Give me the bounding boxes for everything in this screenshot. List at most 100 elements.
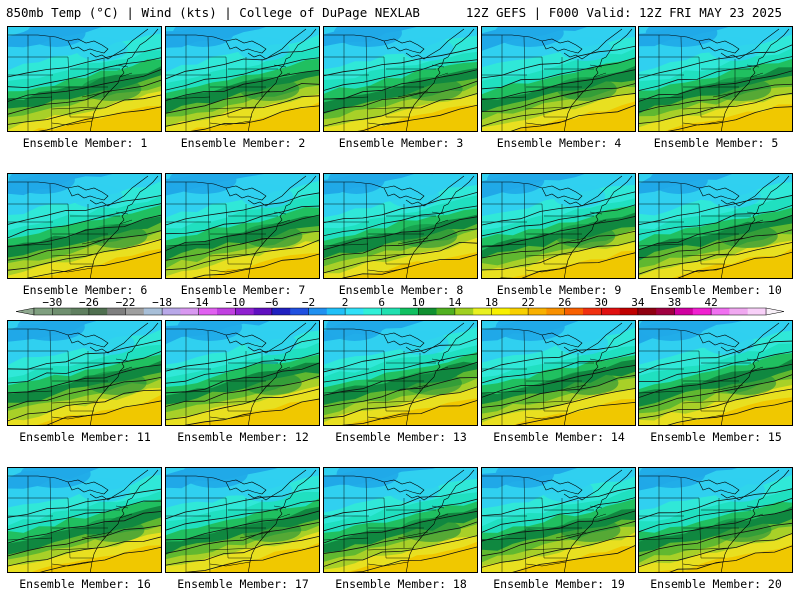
temperature-map [166,174,319,278]
temperature-map [482,174,635,278]
colorbar-tick-label: −30 [42,296,62,309]
ensemble-member-label: Ensemble Member: 2 [180,136,306,150]
ensemble-map-panel [7,173,162,279]
temperature-map [639,321,792,425]
colorbar-tick-label: 34 [631,296,645,309]
colorbar-swatch [491,308,511,315]
ensemble-member-label: Ensemble Member: 11 [19,430,151,444]
temperature-colorbar: −30 −26 −22 −18 −14 −10 −6 −2 2 6 10 14 18 22 26 30 34 38… [15,296,785,316]
colorbar-tick-label: −18 [152,296,172,309]
colorbar-swatch [619,308,639,315]
colorbar-swatch [125,308,145,315]
colorbar-tick-label: 2 [342,296,349,309]
ensemble-map-panel [481,320,636,426]
ensemble-map-panel [7,26,162,132]
temperature-map [324,27,477,131]
ensemble-map-panel [165,467,320,573]
colorbar-tick-label: −22 [116,296,136,309]
colorbar-left-arrow [15,307,35,316]
ensemble-member-label: Ensemble Member: 20 [650,577,782,591]
colorbar-tick-label: 22 [521,296,534,309]
model-run-info: 12Z GEFS | F000 Valid: 12Z FRI MAY 23 20… [465,5,782,20]
colorbar-swatch [162,308,181,315]
ensemble-map-panel [481,173,636,279]
ensemble-member-label: Ensemble Member: 18 [335,577,467,591]
ensemble-member-label: Ensemble Member: 12 [177,430,309,444]
colorbar-tick-label: −14 [189,296,209,309]
colorbar-swatch [637,308,657,315]
colorbar-swatch [454,308,474,315]
colorbar-swatch [107,308,126,315]
colorbar-swatch [88,308,108,315]
colorbar-swatch [143,308,163,315]
ensemble-map-panel [323,173,478,279]
colorbar-swatch [656,308,675,315]
colorbar-swatch [345,308,364,315]
colorbar-tick-label: 6 [378,296,385,309]
colorbar-swatch [674,308,694,315]
temperature-map [8,27,161,131]
colorbar-swatch [400,308,419,315]
colorbar-tick-label: −6 [265,296,278,309]
colorbar-swatch [528,308,547,315]
ensemble-member-label: Ensemble Member: 8 [338,283,464,297]
colorbar-swatch [70,308,90,315]
colorbar-tick-label: −26 [79,296,99,309]
ensemble-map-panel [323,467,478,573]
ensemble-member-label: Ensemble Member: 13 [335,430,467,444]
temperature-map [166,468,319,572]
colorbar-swatch [564,308,584,315]
colorbar-swatch [271,308,291,315]
temperature-map [482,321,635,425]
ensemble-map-panel [638,173,793,279]
ensemble-member-label: Ensemble Member: 6 [22,283,148,297]
temperature-map [166,27,319,131]
ensemble-map-panel [323,26,478,132]
colorbar-tick-label: 14 [448,296,462,309]
temperature-map [166,321,319,425]
colorbar-swatch [509,308,529,315]
ensemble-member-label: Ensemble Member: 4 [496,136,622,150]
colorbar-swatch [290,308,309,315]
ensemble-member-label: Ensemble Member: 16 [19,577,151,591]
ensemble-member-label: Ensemble Member: 7 [180,283,306,297]
temperature-map [639,468,792,572]
colorbar-swatch [253,308,273,315]
colorbar-tick-label: −2 [302,296,315,309]
colorbar-swatch [546,308,565,315]
ensemble-map-panel [638,26,793,132]
colorbar-tick-label: 30 [595,296,608,309]
colorbar-swatch [381,308,401,315]
colorbar-swatch [473,308,492,315]
colorbar-swatch [235,308,254,315]
ensemble-map-panel [481,467,636,573]
temperature-map [324,174,477,278]
map-title: 850mb Temp (°C) | Wind (kts) | College o… [6,5,420,20]
ensemble-member-label: Ensemble Member: 17 [177,577,309,591]
temperature-map [8,321,161,425]
ensemble-map-panel [638,467,793,573]
colorbar-swatch [729,308,748,315]
ensemble-map-panel [165,320,320,426]
ensemble-map-panel [638,320,793,426]
temperature-map [639,27,792,131]
temperature-map [324,468,477,572]
colorbar-swatch [711,308,730,315]
colorbar-tick-label: −10 [225,296,245,309]
colorbar-swatch [198,308,218,315]
colorbar-swatch [418,308,437,315]
ensemble-map-panel [165,26,320,132]
ensemble-member-label: Ensemble Member: 9 [496,283,622,297]
colorbar-swatch [601,308,620,315]
colorbar-swatch [692,308,712,315]
colorbar-tick-label: 10 [412,296,425,309]
temperature-map [8,468,161,572]
colorbar-swatch [326,308,346,315]
temperature-map [482,27,635,131]
colorbar-swatch [217,308,236,315]
colorbar-tick-label: 42 [704,296,717,309]
ensemble-member-label: Ensemble Member: 10 [650,283,782,297]
colorbar-swatch [747,308,767,315]
ensemble-map-panel [7,467,162,573]
ensemble-map-panel [165,173,320,279]
